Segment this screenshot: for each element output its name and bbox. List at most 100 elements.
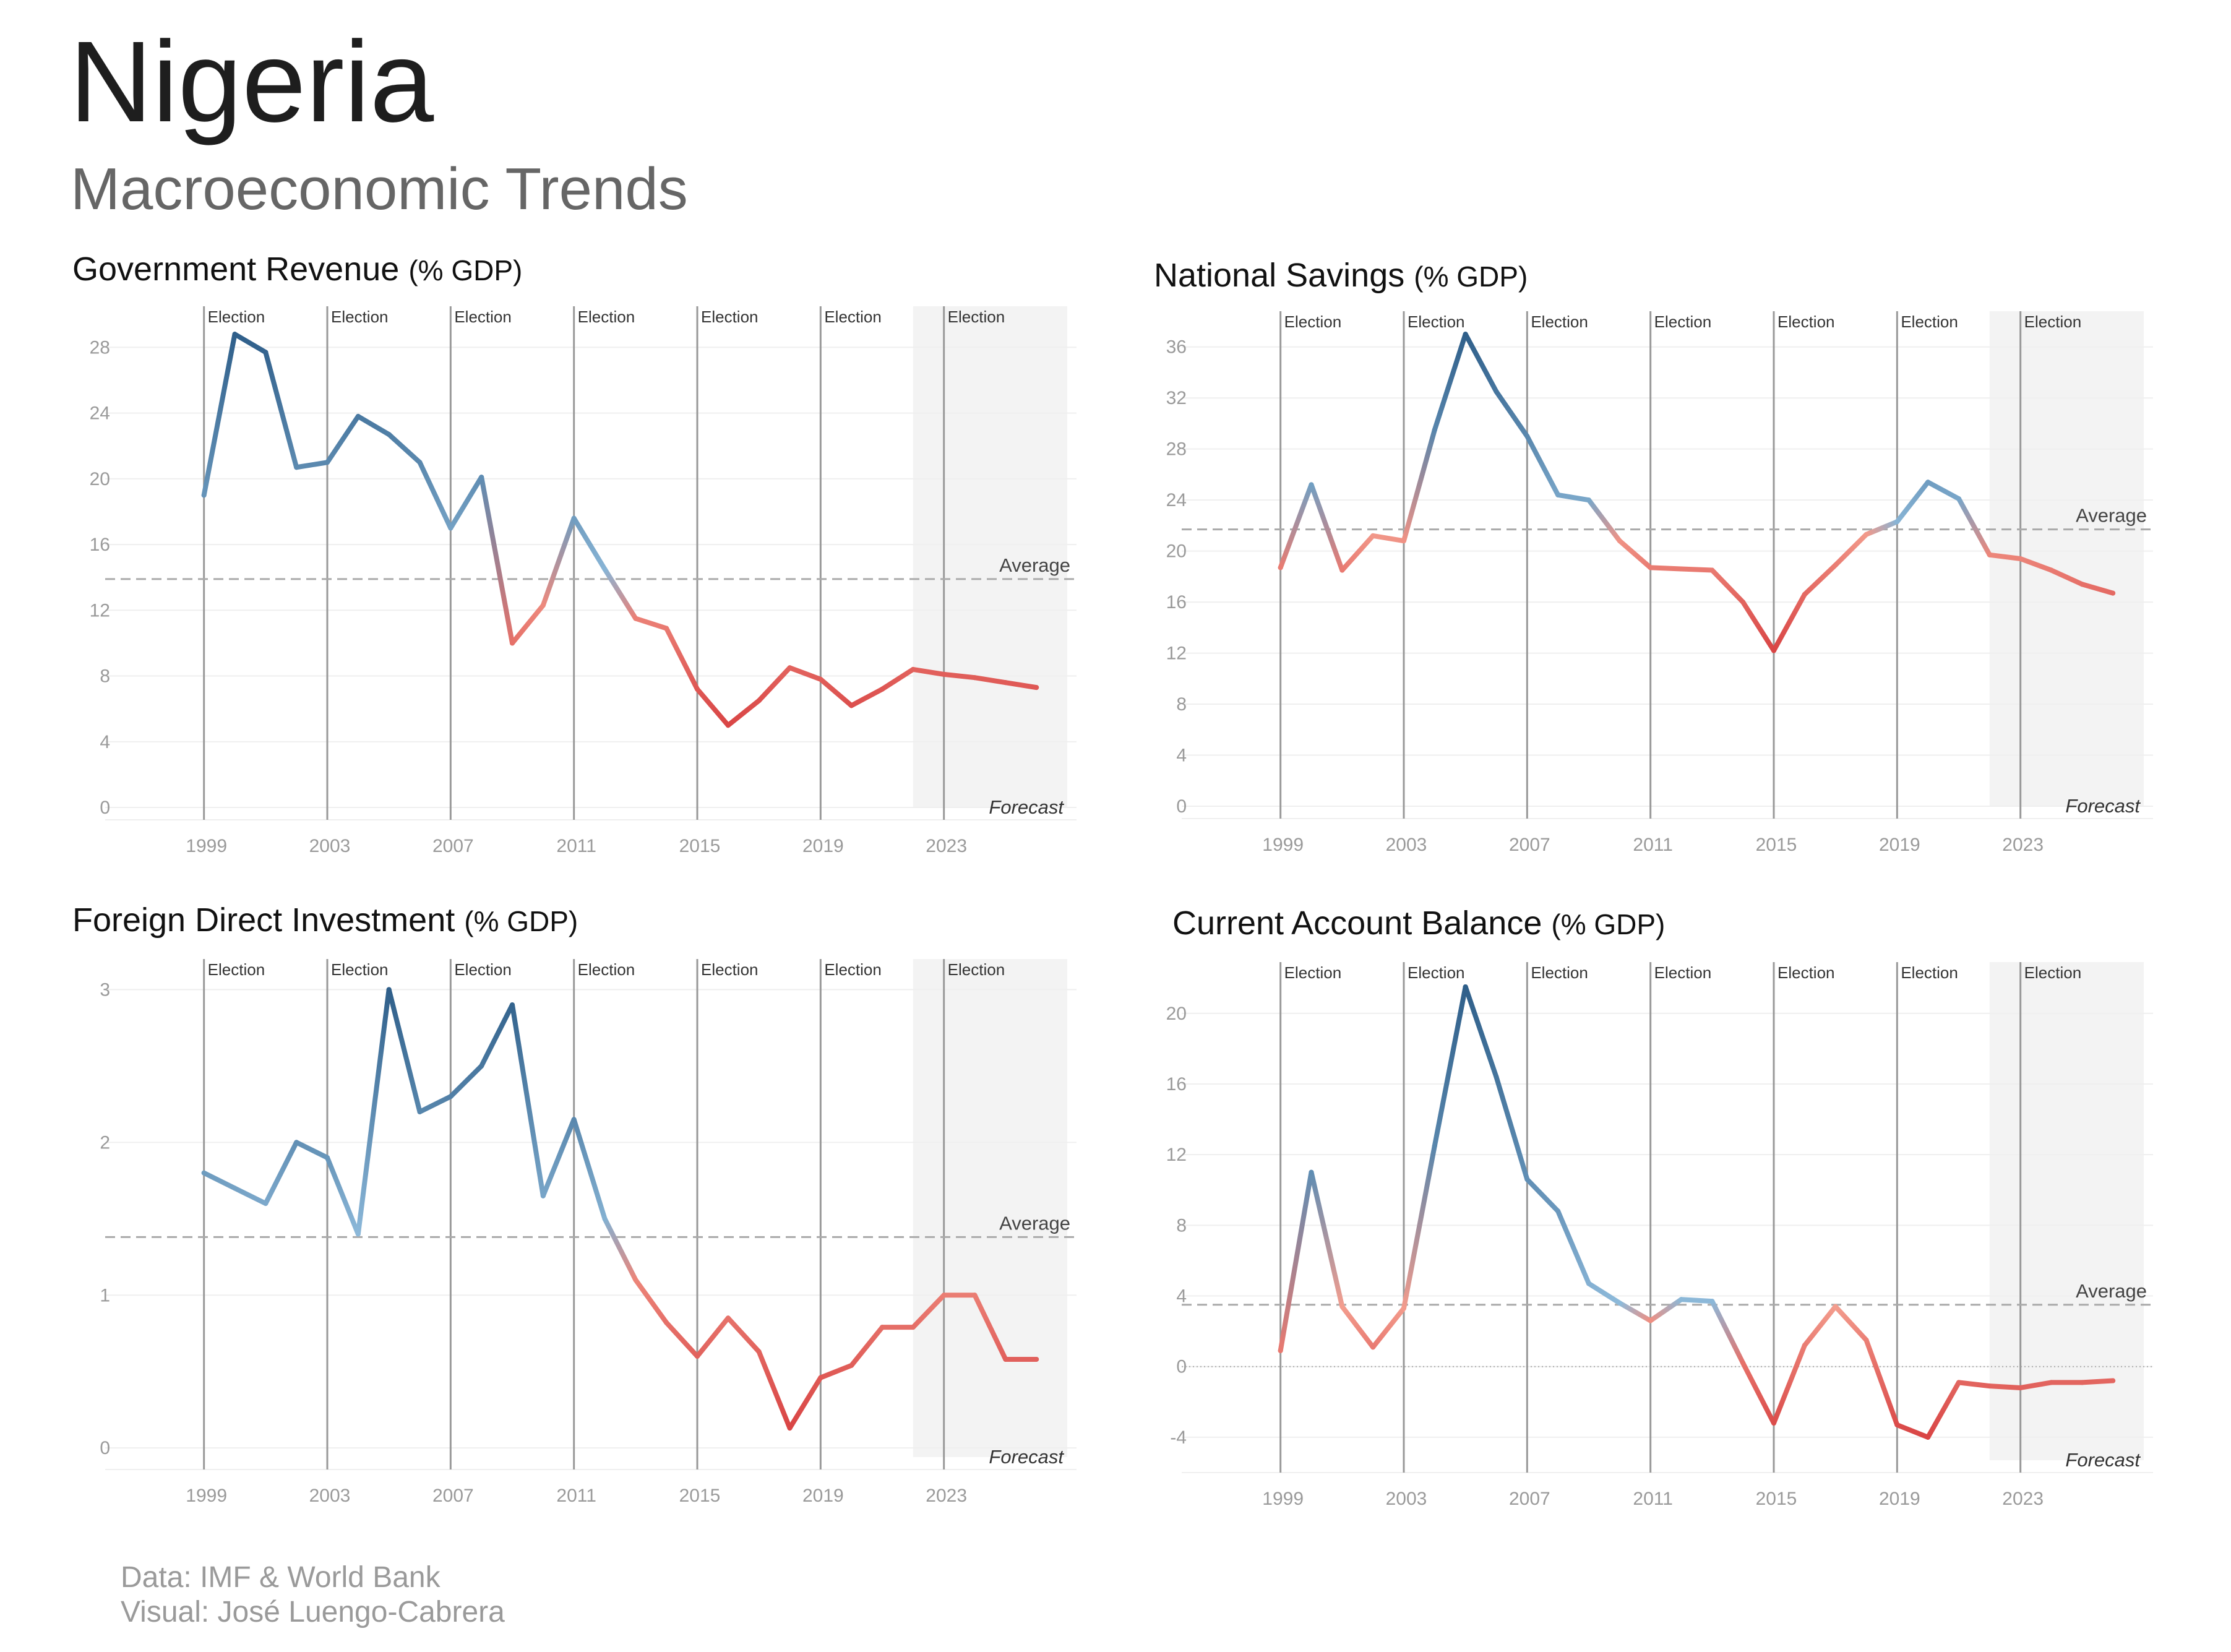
series-segment bbox=[849, 1325, 885, 1368]
series-segment bbox=[510, 1002, 546, 1198]
series-segment bbox=[664, 626, 700, 692]
x-tick-label: 2023 bbox=[926, 1486, 967, 1506]
y-tick-label: 24 bbox=[1166, 490, 1187, 510]
data-point bbox=[263, 350, 269, 355]
series-segment bbox=[972, 675, 1008, 686]
data-point bbox=[1833, 562, 1838, 568]
data-point bbox=[1555, 492, 1561, 497]
data-point bbox=[1524, 1177, 1530, 1182]
series-segment bbox=[602, 1216, 638, 1283]
series-segment bbox=[2079, 1378, 2116, 1385]
series-segment bbox=[664, 1320, 700, 1359]
election-label: Election bbox=[1901, 963, 1958, 982]
election-label: Election bbox=[2024, 963, 2082, 982]
series-segment bbox=[1925, 480, 1961, 502]
series-segment bbox=[232, 1185, 269, 1207]
y-tick-label: 1 bbox=[100, 1285, 110, 1306]
series-segment bbox=[2018, 556, 2054, 573]
x-tick-label: 2015 bbox=[679, 836, 721, 856]
data-point bbox=[1586, 1281, 1591, 1286]
x-tick-label: 2019 bbox=[802, 836, 844, 856]
y-tick-label: 8 bbox=[1176, 694, 1187, 715]
series-segment bbox=[910, 1293, 947, 1330]
page-subtitle: Macroeconomic Trends bbox=[71, 156, 688, 222]
series-segment bbox=[1586, 1281, 1622, 1306]
data-point bbox=[1278, 565, 1283, 570]
x-tick-label: 2003 bbox=[1386, 1489, 1427, 1509]
data-point bbox=[1863, 531, 1869, 537]
data-point bbox=[571, 1117, 577, 1122]
data-point bbox=[1833, 1304, 1838, 1309]
x-tick-label: 2011 bbox=[1633, 1489, 1673, 1509]
data-point bbox=[1802, 592, 1807, 597]
data-point bbox=[201, 493, 207, 498]
data-point bbox=[1555, 1208, 1561, 1214]
fdi-chart-title: Foreign Direct Investment (% GDP) bbox=[72, 903, 578, 937]
series-segment bbox=[1648, 565, 1684, 572]
data-point bbox=[972, 675, 978, 681]
x-tick-label: 2015 bbox=[1756, 1489, 1797, 1509]
data-point bbox=[1648, 565, 1653, 570]
election-label: Election bbox=[2024, 312, 2082, 331]
data-point bbox=[201, 1170, 207, 1176]
data-point bbox=[325, 460, 330, 465]
series-segment bbox=[479, 475, 515, 646]
data-point bbox=[1494, 1074, 1499, 1080]
x-tick-label: 2011 bbox=[556, 1486, 596, 1506]
election-label: Election bbox=[948, 308, 1005, 326]
data-point bbox=[479, 475, 484, 480]
y-tick-label: 16 bbox=[1166, 592, 1187, 613]
data-point bbox=[1617, 538, 1622, 544]
data-point bbox=[510, 640, 515, 646]
data-point bbox=[880, 686, 885, 692]
footer-source: Data: IMF & World Bank bbox=[121, 1561, 441, 1594]
data-point bbox=[1925, 480, 1931, 485]
data-point bbox=[386, 987, 392, 992]
y-tick-label: 8 bbox=[1176, 1215, 1187, 1236]
data-point bbox=[849, 703, 854, 708]
data-point bbox=[355, 413, 361, 419]
y-tick-label: 32 bbox=[1166, 388, 1187, 408]
y-tick-label: 12 bbox=[1166, 1145, 1187, 1165]
y-tick-label: 16 bbox=[90, 535, 110, 555]
series-segment bbox=[633, 1277, 669, 1325]
series-segment bbox=[201, 332, 238, 498]
x-tick-label: 2019 bbox=[802, 1486, 844, 1506]
data-point bbox=[1370, 1344, 1376, 1350]
y-tick-label: 12 bbox=[90, 600, 110, 621]
data-point bbox=[1034, 1356, 1039, 1362]
x-tick-label: 2007 bbox=[1509, 1489, 1550, 1509]
series-segment bbox=[417, 1094, 454, 1114]
data-point bbox=[417, 1109, 423, 1114]
data-point bbox=[448, 525, 454, 531]
series-segment bbox=[263, 1140, 299, 1207]
data-point bbox=[664, 626, 669, 631]
series-segment bbox=[725, 1315, 762, 1354]
series-segment bbox=[1987, 1383, 2023, 1390]
y-tick-label: 3 bbox=[100, 979, 110, 1000]
series-segment bbox=[880, 666, 916, 692]
series-segment bbox=[571, 515, 608, 572]
series-segment bbox=[1956, 1380, 1992, 1389]
election-label: Election bbox=[454, 960, 512, 979]
savings-title-unit: (% GDP) bbox=[1414, 260, 1528, 293]
series-segment bbox=[1740, 600, 1776, 653]
data-point bbox=[2110, 590, 2116, 596]
data-point bbox=[695, 686, 700, 692]
x-tick-label: 1999 bbox=[1262, 835, 1304, 855]
data-point bbox=[818, 676, 823, 682]
data-point bbox=[232, 332, 238, 337]
data-point bbox=[787, 665, 793, 671]
election-label: Election bbox=[1777, 312, 1835, 331]
x-tick-label: 2003 bbox=[1386, 835, 1427, 855]
data-point bbox=[1894, 1422, 1900, 1427]
series-segment bbox=[1987, 552, 2023, 561]
series-segment bbox=[386, 432, 423, 465]
data-point bbox=[1034, 685, 1039, 690]
x-tick-label: 2007 bbox=[432, 1486, 474, 1506]
y-tick-label: -4 bbox=[1170, 1427, 1187, 1448]
data-point bbox=[448, 1094, 454, 1099]
series-segment bbox=[1432, 332, 1468, 432]
data-point bbox=[1432, 427, 1437, 432]
series-segment bbox=[417, 460, 454, 531]
